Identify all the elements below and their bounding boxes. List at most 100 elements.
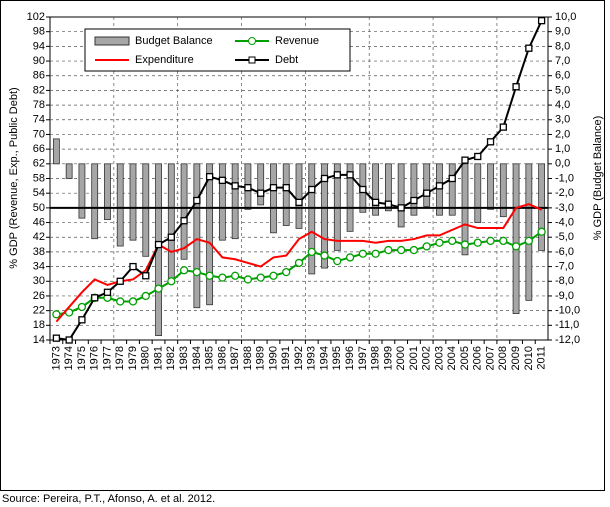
bar [461,163,469,256]
point [320,251,329,260]
x-tick-label: 2005 [459,346,471,370]
x-tick-label: 1991 [280,346,292,370]
x-tick-label: 1994 [318,346,330,370]
x-tick-label: 2006 [472,346,484,370]
point [333,256,342,266]
point [460,240,470,249]
point [205,271,214,280]
legend-swatch [94,36,130,46]
bar [282,163,290,226]
x-tick-label: 2008 [497,346,509,370]
point [231,182,239,190]
point [448,174,456,183]
point [154,240,163,249]
point [461,156,469,164]
bar [78,163,86,219]
x-tick-label: 1983 [178,346,190,370]
bar [116,163,124,247]
legend-label: Budget Balance [135,35,213,47]
y2-tick-label: 10,0 [555,11,576,23]
x-tick-label: 2003 [433,346,445,370]
y2-tick-label: -2,0 [555,187,574,199]
point [410,196,418,205]
x-tick-label: 2009 [510,346,522,370]
point [193,196,201,205]
point [499,236,508,246]
y2-tick-label: -11,0 [555,319,579,331]
y2-tick-label: -4,0 [555,216,574,228]
y-tick-label: 90 [33,55,45,67]
source-note: Source: Pereira, P.T., Afonso, A. et al.… [2,493,215,505]
x-tick-label: 1979 [127,346,139,370]
point [231,271,240,280]
y-tick-label: 98 [33,26,45,38]
bar [167,163,175,279]
y2-tick-label: -10,0 [555,305,580,317]
y2-tick-label: 5,0 [555,84,570,96]
point [486,236,495,246]
point [473,238,482,247]
y2-tick-label: 4,0 [555,99,570,111]
bar [65,163,73,179]
y-tick-label: 50 [33,202,45,214]
point [205,173,214,181]
y-tick-label: 38 [33,246,45,258]
x-tick-label: 1998 [370,346,382,370]
x-tick-label: 1980 [140,346,152,370]
bar [91,163,99,240]
point [320,174,329,183]
point [243,275,253,284]
point [282,267,291,277]
x-tick-label: 1985 [204,346,216,370]
x-tick-label: 1976 [89,346,101,370]
bar [487,163,494,210]
point [384,245,393,255]
x-tick-label: 2010 [523,346,535,370]
y-tick-label: 54 [33,187,45,199]
y2-tick-label: 0,0 [555,158,570,170]
y2-tick-label: 6,0 [555,70,570,82]
x-tick-label: 1977 [101,346,113,370]
x-tick-label: 1988 [242,346,254,370]
bar [142,163,150,257]
point [359,185,367,194]
point [371,249,380,258]
legend-box [84,28,351,72]
point [384,200,393,208]
y-tick-label: 18 [33,319,45,331]
x-tick-label: 2007 [484,346,496,370]
point [91,294,99,302]
bar [423,163,431,207]
x-tick-label: 1981 [152,346,164,370]
point [397,245,406,255]
point [333,171,341,179]
x-tick-label: 1982 [165,346,177,370]
bar [512,163,520,314]
point [269,271,278,280]
point [244,184,252,192]
point [282,184,290,192]
point [537,17,546,25]
y2-tick-label: -9,0 [555,290,574,302]
y2-tick-label: -7,0 [555,260,574,272]
x-tick-label: 2004 [446,346,458,370]
x-tick-label: 1975 [76,346,88,370]
point [116,277,124,285]
point [346,171,354,179]
point [180,217,188,225]
point [512,83,520,91]
y2-tick-label: -5,0 [555,231,574,243]
y2-tick-label: -12,0 [555,334,580,346]
point [116,297,125,306]
point [537,227,546,236]
point [345,253,355,262]
y-tick-label: 86 [33,70,45,82]
bar [52,138,60,165]
x-tick-label: 1990 [267,346,279,370]
point [65,336,73,344]
point [141,291,150,301]
x-tick-label: 1973 [50,346,62,370]
point [218,176,227,184]
point [435,182,444,190]
point [52,334,61,342]
